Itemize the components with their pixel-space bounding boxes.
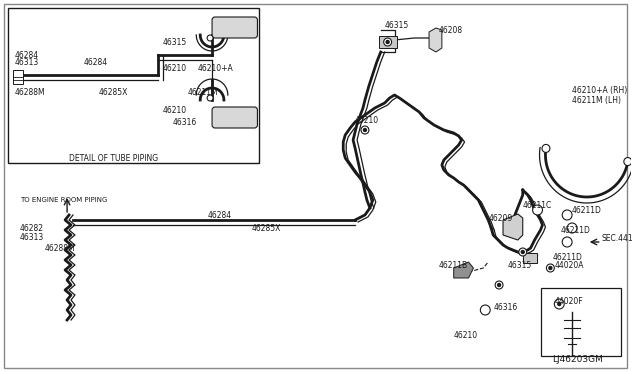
Text: 46210: 46210: [163, 106, 187, 115]
Text: 46316: 46316: [173, 118, 197, 126]
Text: 44020F: 44020F: [554, 298, 583, 307]
Circle shape: [624, 158, 632, 166]
Text: 46210+A (RH): 46210+A (RH): [572, 86, 627, 94]
Circle shape: [562, 237, 572, 247]
Text: 44020A: 44020A: [554, 260, 584, 269]
Circle shape: [481, 305, 490, 315]
Text: 46211M: 46211M: [188, 87, 218, 96]
Circle shape: [364, 128, 367, 131]
Circle shape: [521, 250, 524, 253]
Polygon shape: [454, 262, 474, 278]
Circle shape: [567, 223, 577, 233]
Circle shape: [558, 302, 561, 305]
Text: 46208: 46208: [439, 26, 463, 35]
Text: 46315: 46315: [385, 20, 409, 29]
Bar: [8, 8, 259, 163]
Text: LJ46203GM: LJ46203GM: [552, 356, 604, 365]
Text: 46210: 46210: [454, 330, 478, 340]
Text: DETAIL OF TUBE PIPING: DETAIL OF TUBE PIPING: [69, 154, 158, 163]
Text: SEC.441: SEC.441: [602, 234, 634, 243]
Text: 46211C: 46211C: [523, 201, 552, 209]
Bar: [13, 70, 22, 84]
Text: TO ENGINE ROOM PIPING: TO ENGINE ROOM PIPING: [20, 197, 107, 203]
FancyBboxPatch shape: [212, 107, 257, 128]
Text: 46209: 46209: [488, 214, 513, 222]
Polygon shape: [503, 214, 523, 240]
FancyBboxPatch shape: [212, 17, 257, 38]
Circle shape: [532, 205, 543, 215]
Text: 46284: 46284: [15, 51, 39, 60]
Circle shape: [207, 95, 213, 101]
Text: 46285X: 46285X: [99, 87, 128, 96]
Text: 46211D: 46211D: [560, 225, 590, 234]
Circle shape: [519, 248, 527, 256]
Circle shape: [361, 126, 369, 134]
Circle shape: [554, 299, 564, 309]
Text: 46315: 46315: [508, 260, 532, 269]
Circle shape: [207, 35, 213, 41]
Text: 46282: 46282: [20, 224, 44, 232]
Text: 46315: 46315: [163, 38, 187, 46]
Polygon shape: [429, 28, 442, 52]
Bar: [523, 253, 536, 263]
Bar: [379, 36, 397, 48]
Circle shape: [549, 266, 552, 269]
Circle shape: [498, 283, 500, 286]
Text: 46284: 46284: [84, 58, 108, 67]
Text: 46288M: 46288M: [44, 244, 75, 253]
Text: 46210: 46210: [163, 64, 187, 73]
Text: 46211D: 46211D: [552, 253, 582, 263]
Text: 46211M (LH): 46211M (LH): [572, 96, 621, 105]
Text: 46210: 46210: [355, 115, 380, 125]
Circle shape: [542, 144, 550, 153]
Text: 46211B: 46211B: [439, 260, 468, 269]
Text: 46211D: 46211D: [572, 205, 602, 215]
Circle shape: [562, 210, 572, 220]
Circle shape: [547, 264, 554, 272]
Text: 46316: 46316: [493, 304, 517, 312]
Text: 46284: 46284: [207, 211, 231, 219]
Text: 46313: 46313: [15, 58, 39, 67]
Text: 46210+A: 46210+A: [197, 64, 233, 73]
Bar: [541, 288, 621, 356]
Circle shape: [386, 41, 389, 44]
Text: 46288M: 46288M: [15, 87, 45, 96]
Circle shape: [384, 38, 392, 46]
Circle shape: [495, 281, 503, 289]
Text: 46313: 46313: [20, 232, 44, 241]
Text: 46285X: 46285X: [252, 224, 281, 232]
